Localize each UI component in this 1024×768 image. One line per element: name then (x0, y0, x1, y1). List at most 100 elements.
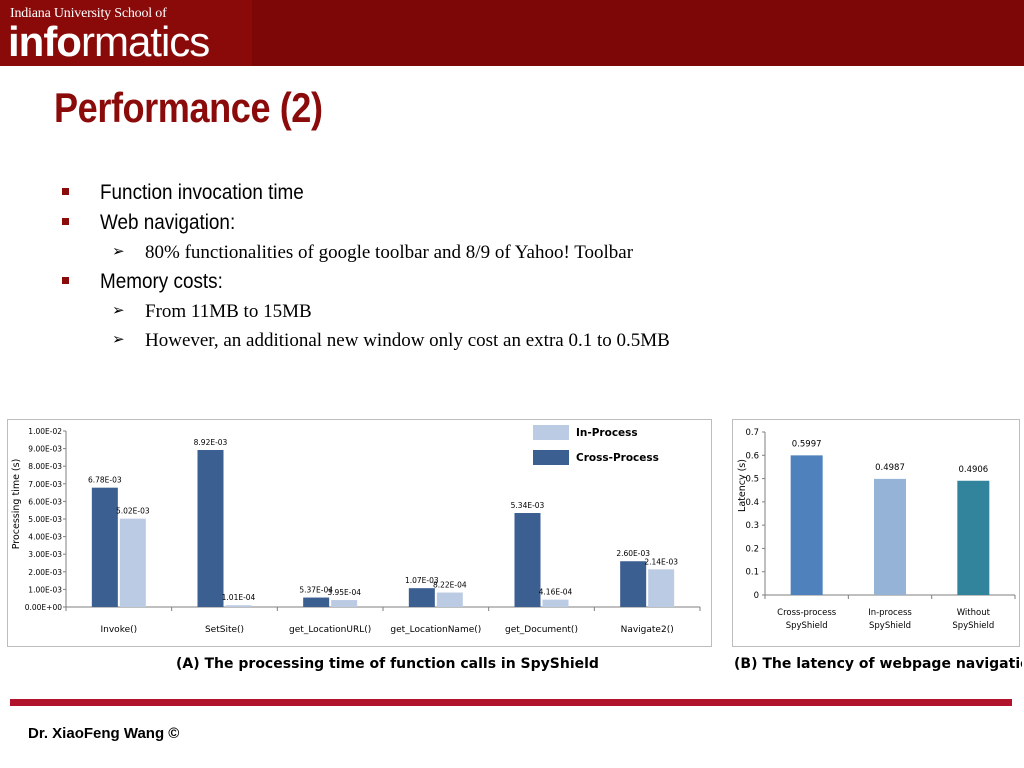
bar-data-label: 0.4906 (958, 465, 988, 475)
latency-bar (957, 480, 990, 595)
chart-a-processing-time: 0.00E+00 1.00E-03 2.00E-03 3.00E-03 4.00E-03… (11, 425, 701, 635)
bar-data-label: 1.07E-03 (405, 576, 439, 585)
y-tick-label: 5.00E-03 (28, 515, 62, 524)
x-category-label: In-process (868, 608, 912, 618)
logo-school-name: Indiana University School of (10, 6, 167, 21)
bar-in-process (225, 605, 252, 607)
bar-data-label: 2.60E-03 (616, 549, 650, 558)
arrow-bullet-icon: ➢ (112, 303, 125, 319)
y-tick-label: 1.00E-02 (28, 427, 62, 436)
x-category-label: get_LocationURL() (289, 625, 371, 635)
bullet-text: 80% functionalities of google toolbar an… (145, 242, 634, 263)
y-tick-label: 0 (754, 591, 759, 601)
bar-in-process (542, 599, 569, 607)
y-axis-label: Latency (s) (737, 459, 748, 512)
bullet-text: Web navigation: (100, 211, 236, 234)
bar-data-label: 8.22E-04 (433, 581, 467, 590)
arrow-bullet-icon: ➢ (112, 244, 125, 260)
logo-wordmark-bold: info (8, 18, 82, 65)
chart-a-caption: (A) The processing time of function call… (176, 656, 599, 672)
x-category-label: get_LocationName() (390, 625, 481, 635)
y-tick-label: 4.00E-03 (28, 533, 62, 542)
y-tick-label: 8.00E-03 (28, 462, 62, 471)
y-tick-label: 7.00E-03 (28, 480, 62, 489)
bullet-text: Function invocation time (100, 181, 304, 204)
bar-in-process (331, 600, 358, 607)
chart-b-latency: 0 0.1 0.2 0.3 0.4 0.5 0.6 0.7 0.5997 Cross-proces… (737, 428, 1016, 631)
chart-panel-b: 0 0.1 0.2 0.3 0.4 0.5 0.6 0.7 0.5997 Cross-proces… (732, 419, 1020, 647)
latency-bar (790, 455, 823, 595)
logo-wordmark: informatics (8, 18, 210, 66)
x-category-label: SpyShield (786, 621, 828, 631)
bullet-text: From 11MB to 15MB (145, 301, 312, 322)
bar-data-label: 5.37E-04 (299, 586, 333, 595)
x-category-label: SetSite() (205, 625, 244, 635)
bar-in-process (648, 569, 675, 607)
latency-bar (874, 478, 906, 595)
y-tick-label: 0.1 (745, 568, 759, 578)
y-tick-label: 0.2 (745, 544, 759, 554)
bar-data-label: 5.34E-03 (511, 501, 545, 510)
bar-data-label: 6.78E-03 (88, 476, 122, 485)
y-tick-label: 0.6 (745, 451, 759, 461)
bullet-item: Memory costs: (62, 269, 962, 299)
chart-panel-a: 0.00E+00 1.00E-03 2.00E-03 3.00E-03 4.00E-03… (7, 419, 712, 647)
bar-in-process (119, 518, 146, 607)
bar-data-label: 2.14E-03 (644, 557, 678, 566)
x-category-label: get_Document() (505, 625, 578, 635)
y-tick-label: 9.00E-03 (28, 445, 62, 454)
bar-data-label: 0.4987 (875, 463, 905, 473)
sub-bullet-item: ➢ 80% functionalities of google toolbar a… (62, 240, 962, 269)
y-tick-label: 6.00E-03 (28, 497, 62, 506)
bar-data-label: 3.95E-04 (327, 588, 361, 597)
sub-bullet-item: ➢ From 11MB to 15MB (62, 299, 962, 328)
legend-label: In-Process (576, 427, 638, 439)
footer-author: Dr. XiaoFeng Wang © (28, 725, 180, 742)
bar-cross-process (197, 450, 224, 607)
bar-data-label: 5.02E-03 (116, 507, 150, 516)
slide-title: Performance (2) (54, 84, 323, 131)
square-bullet-icon (62, 277, 69, 284)
bar-data-label: 4.16E-04 (539, 588, 573, 597)
y-tick-label: 0.00E+00 (25, 603, 62, 612)
footer-divider (10, 699, 1012, 706)
arrow-bullet-icon: ➢ (112, 332, 125, 348)
x-category-label: Without (957, 608, 991, 618)
bar-data-label: 0.5997 (792, 439, 822, 449)
y-tick-label: 0.4 (745, 498, 759, 508)
bar-cross-process (514, 513, 541, 607)
legend-swatch (533, 450, 569, 465)
x-category-label: Navigate2() (621, 625, 674, 635)
square-bullet-icon (62, 188, 69, 195)
y-tick-label: 3.00E-03 (28, 550, 62, 559)
bullet-text: However, an additional new window only c… (145, 330, 670, 351)
bar-data-label: 8.92E-03 (194, 438, 228, 447)
bar-cross-process (91, 487, 118, 607)
y-tick-label: 0.7 (745, 428, 759, 438)
legend-swatch (533, 425, 569, 440)
bar-cross-process (408, 588, 435, 607)
school-logo: Indiana University School of informatics (0, 0, 252, 66)
x-category-label: Invoke() (101, 625, 138, 635)
y-tick-label: 0.5 (745, 475, 759, 485)
square-bullet-icon (62, 218, 69, 225)
bar-cross-process (303, 597, 330, 607)
chart-b-caption: (B) The latency of webpage navigation (734, 656, 1022, 672)
bar-cross-process (620, 561, 647, 607)
y-axis-label: Processing time (s) (11, 459, 22, 550)
bullet-list: Function invocation time Web navigation: ➢… (62, 180, 962, 357)
bullet-item: Function invocation time (62, 180, 962, 210)
bar-in-process (436, 592, 463, 607)
x-category-label: SpyShield (869, 621, 911, 631)
x-category-label: Cross-process (777, 608, 837, 618)
logo-wordmark-rest: rmatics (80, 18, 210, 65)
sub-bullet-item: ➢ However, an additional new window only … (62, 328, 962, 357)
y-tick-label: 1.00E-03 (28, 585, 62, 594)
bullet-item: Web navigation: (62, 210, 962, 240)
bar-data-label: 1.01E-04 (222, 593, 256, 602)
y-tick-label: 0.3 (745, 521, 759, 531)
x-category-label: SpyShield (952, 621, 994, 631)
legend-label: Cross-Process (576, 452, 659, 464)
bullet-text: Memory costs: (100, 270, 223, 293)
y-tick-label: 2.00E-03 (28, 568, 62, 577)
